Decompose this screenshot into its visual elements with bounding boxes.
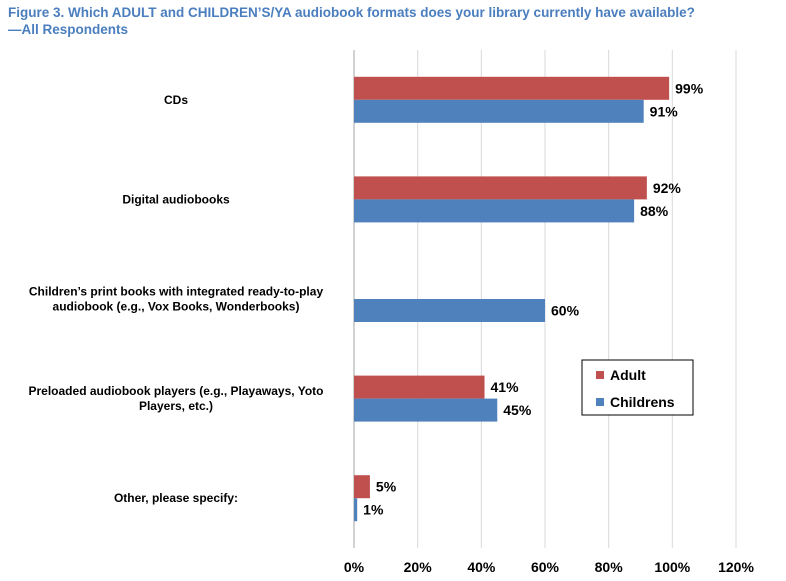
- x-tick-label: 100%: [654, 559, 690, 575]
- x-tick-label: 40%: [467, 559, 496, 575]
- x-tick-label: 120%: [718, 559, 754, 575]
- data-label: 60%: [551, 303, 580, 319]
- category-label: CDs: [164, 93, 188, 107]
- bar-childrens: [354, 99, 644, 123]
- legend: Adult Childrens: [581, 359, 694, 416]
- legend-swatch-adult: [596, 371, 604, 379]
- bar-childrens: [354, 498, 358, 522]
- category-label: Players, etc.): [139, 399, 213, 413]
- chart-subtitle: —All Respondents: [8, 22, 128, 37]
- legend-label-adult: Adult: [610, 367, 646, 383]
- x-tick-label: 80%: [595, 559, 624, 575]
- legend-label-childrens: Childrens: [610, 394, 675, 410]
- bar-adult: [354, 375, 485, 399]
- data-label: 45%: [503, 402, 532, 418]
- x-tick-label: 0%: [344, 559, 365, 575]
- bar-adult: [354, 76, 670, 100]
- data-label: 92%: [653, 180, 682, 196]
- category-label: Children’s print books with integrated r…: [29, 285, 324, 299]
- bars: 99% 91% 92% 88% 60% 41% 45% 5% 1%: [354, 76, 704, 522]
- bar-childrens: [354, 199, 635, 223]
- bar-childrens: [354, 299, 545, 322]
- x-tick-label: 60%: [531, 559, 560, 575]
- chart-title: Figure 3. Which ADULT and CHILDREN’S/YA …: [8, 5, 695, 20]
- data-label: 99%: [675, 80, 704, 96]
- data-label: 1%: [363, 502, 384, 518]
- x-tick-label: 20%: [404, 559, 433, 575]
- category-label: Digital audiobooks: [122, 192, 230, 206]
- category-label: audiobook (e.g., Vox Books, Wonderbooks): [53, 300, 300, 314]
- category-label: Preloaded audiobook players (e.g., Playa…: [29, 384, 324, 398]
- legend-swatch-childrens: [596, 398, 604, 406]
- data-label: 91%: [650, 103, 679, 119]
- category-labels: CDs Digital audiobooks Children’s print bo…: [29, 93, 324, 505]
- category-label: Other, please specify:: [114, 491, 238, 505]
- data-label: 5%: [376, 479, 397, 495]
- data-label: 88%: [640, 203, 669, 219]
- data-label: 41%: [491, 379, 520, 395]
- bar-adult: [354, 475, 370, 499]
- bar-adult: [354, 176, 647, 200]
- bar-childrens: [354, 398, 498, 422]
